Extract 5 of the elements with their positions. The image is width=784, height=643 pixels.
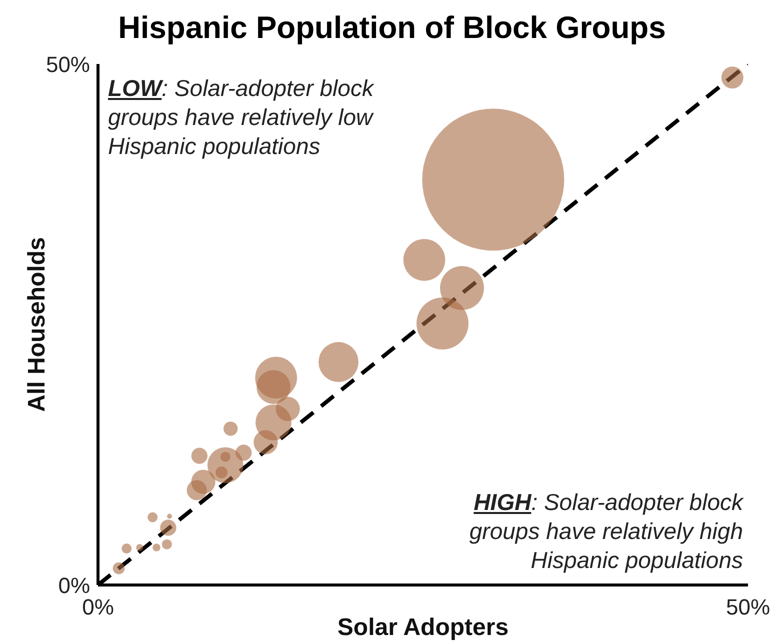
annotation: LOW: Solar-adopter block groups have relatively low Hispanic populations: [108, 75, 374, 159]
y-axis-title: All Households: [24, 237, 51, 412]
annotation: HIGH: Solar-adopter block groups have relatively high Hispanic populations: [469, 489, 743, 573]
x-axis-title: Solar Adopters: [337, 614, 509, 641]
chart-title: Hispanic Population of Block Groups: [117, 9, 667, 47]
